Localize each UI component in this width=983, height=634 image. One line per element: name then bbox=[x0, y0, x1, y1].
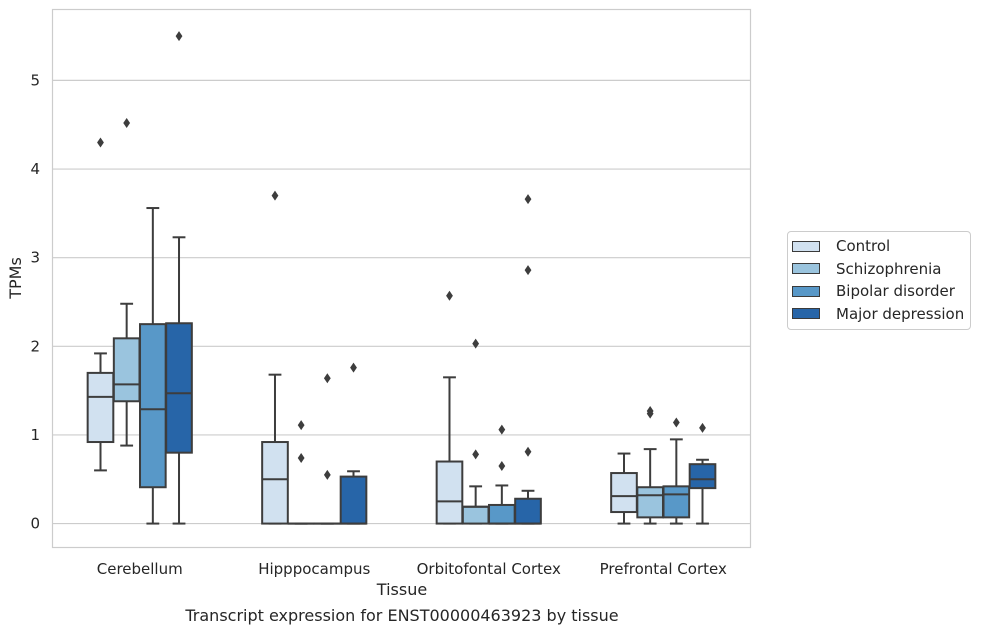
y-tick-label: 3 bbox=[30, 249, 40, 267]
outlier-point bbox=[175, 31, 183, 42]
box-iqr bbox=[339, 475, 368, 525]
y-tick-labels: 0 1 2 3 4 5 bbox=[30, 71, 40, 532]
box-3-1 bbox=[636, 406, 664, 525]
outlier-point bbox=[472, 338, 480, 349]
box-iqr bbox=[688, 463, 717, 490]
outlier-point bbox=[524, 446, 532, 457]
box-iqr bbox=[165, 322, 193, 454]
x-tick-label: Orbitofontal Cortex bbox=[417, 560, 561, 578]
box-3-3 bbox=[688, 422, 717, 525]
legend-label: Control bbox=[836, 237, 891, 256]
box-iqr bbox=[662, 485, 691, 519]
x-axis-title: Tissue bbox=[376, 580, 427, 599]
x-tick-label: Cerebellum bbox=[97, 560, 183, 578]
legend-swatch bbox=[792, 285, 820, 297]
box-iqr bbox=[139, 323, 167, 489]
outlier-point bbox=[323, 469, 331, 480]
x-tick-labels: Cerebellum Hipppocampus Orbitofontal Corte… bbox=[97, 560, 727, 578]
box-2-2 bbox=[488, 424, 516, 525]
outlier-point bbox=[524, 194, 532, 205]
box-3-2 bbox=[662, 417, 691, 525]
x-tick-label: Hipppocampus bbox=[258, 560, 370, 578]
legend-swatch bbox=[792, 308, 820, 320]
legend-label: Bipolar disorder bbox=[836, 282, 955, 301]
box-0-2 bbox=[139, 207, 167, 525]
y-axis-title: TPMs bbox=[6, 257, 25, 300]
x-tick-label: Prefrontal Cortex bbox=[600, 560, 727, 578]
box-0-1 bbox=[112, 117, 141, 447]
outlier-point bbox=[323, 373, 331, 384]
box-iqr bbox=[261, 441, 289, 525]
y-tick-label: 1 bbox=[30, 426, 40, 444]
outlier-point bbox=[699, 422, 706, 433]
outlier-point bbox=[350, 362, 357, 373]
box-0-3 bbox=[165, 31, 193, 525]
legend-label: Major depression bbox=[836, 304, 965, 323]
legend-item: Major depression bbox=[788, 303, 970, 326]
box-iqr bbox=[610, 472, 638, 514]
outlier-point bbox=[446, 290, 453, 301]
box-2-1 bbox=[461, 338, 490, 525]
box-iqr bbox=[435, 460, 464, 525]
box-iqr bbox=[86, 371, 115, 444]
box-iqr bbox=[488, 503, 516, 525]
box-1-0 bbox=[261, 190, 289, 525]
outlier-point bbox=[498, 460, 506, 471]
legend-swatch bbox=[792, 263, 820, 275]
plot-frame bbox=[51, 8, 752, 549]
box-1-2 bbox=[313, 373, 342, 525]
legend-item: Schizophrenia bbox=[788, 258, 970, 281]
outlier-point bbox=[646, 408, 654, 419]
box-0-0 bbox=[86, 137, 115, 472]
outlier-point bbox=[472, 449, 480, 460]
legend-item: Control bbox=[788, 235, 970, 258]
y-tick-label: 5 bbox=[30, 71, 40, 89]
boxes bbox=[86, 31, 717, 525]
outlier-point bbox=[524, 265, 532, 276]
box-iqr bbox=[514, 497, 542, 525]
box-2-0 bbox=[435, 290, 464, 525]
outlier-point bbox=[123, 117, 131, 128]
box-iqr bbox=[636, 486, 664, 519]
legend-swatch bbox=[792, 240, 820, 252]
outlier-point bbox=[498, 424, 506, 435]
box-1-1 bbox=[287, 420, 315, 525]
outlier-point bbox=[271, 190, 279, 201]
outlier-point bbox=[297, 420, 305, 431]
outlier-point bbox=[97, 137, 104, 148]
chart-caption: Transcript expression for ENST0000046392… bbox=[185, 606, 619, 625]
box-2-3 bbox=[514, 194, 542, 525]
y-tick-label: 2 bbox=[30, 337, 40, 355]
outlier-point bbox=[297, 452, 305, 463]
y-tick-label: 4 bbox=[30, 160, 40, 178]
box-1-3 bbox=[339, 362, 368, 525]
legend-label: Schizophrenia bbox=[836, 259, 942, 278]
box-iqr bbox=[112, 337, 141, 403]
outlier-point bbox=[672, 417, 680, 428]
y-tick-label: 0 bbox=[30, 515, 40, 533]
box-iqr bbox=[461, 505, 490, 525]
box-3-0 bbox=[610, 452, 638, 525]
legend-item: Bipolar disorder bbox=[788, 280, 970, 303]
legend: Control Schizophrenia Bipolar disorder Majo… bbox=[787, 231, 971, 330]
